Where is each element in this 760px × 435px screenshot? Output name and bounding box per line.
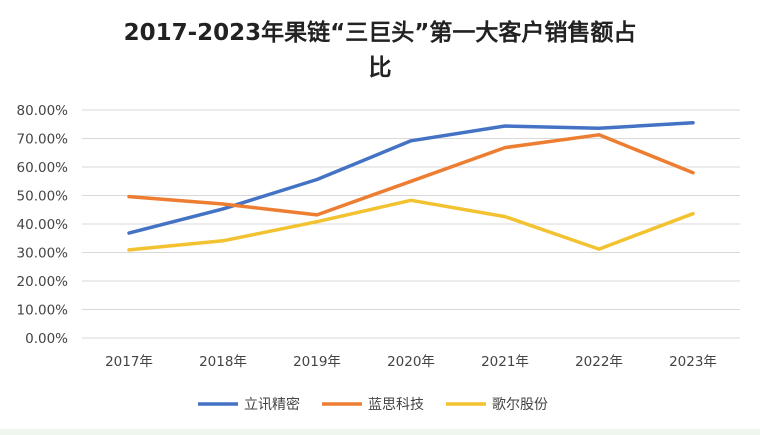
y-tick-label: 50.00%	[17, 189, 69, 205]
x-tick-label: 2022年	[575, 354, 623, 370]
chart-title-line-2: 比	[369, 55, 392, 81]
chart-title-line-1: 2017-2023年果链“三巨头”第一大客户销售额占	[124, 19, 637, 46]
y-tick-label: 60.00%	[17, 160, 69, 176]
series-line-2	[127, 198, 695, 252]
x-axis-ticks: 2017年 2018年 2019年 2020年 2021年 2022年 2023年	[105, 354, 717, 370]
legend-label: 蓝思科技	[368, 397, 424, 413]
x-tick-label: 2020年	[387, 354, 435, 370]
y-tick-label: 70.00%	[17, 132, 69, 148]
bottom-strip	[0, 429, 760, 435]
x-tick-label: 2018年	[199, 354, 247, 370]
y-tick-label: 80.00%	[17, 103, 69, 119]
gridlines	[82, 109, 740, 339]
x-tick-label: 2017年	[105, 354, 153, 370]
y-tick-label: 40.00%	[17, 217, 69, 233]
y-axis-ticks: 0.00% 10.00% 20.00% 30.00% 40.00% 50.00% 60.00…	[17, 103, 69, 347]
legend-label: 立讯精密	[244, 396, 300, 413]
y-tick-label: 0.00%	[25, 331, 68, 347]
legend: 立讯精密 蓝思科技 歌尔股份	[198, 396, 548, 413]
series-line-1	[127, 133, 695, 217]
x-tick-label: 2023年	[669, 354, 717, 370]
legend-label: 歌尔股份	[492, 397, 548, 413]
series-lines	[127, 121, 695, 252]
y-tick-label: 30.00%	[17, 246, 69, 262]
y-tick-label: 10.00%	[17, 303, 69, 319]
series-line-0	[127, 121, 695, 235]
x-tick-label: 2019年	[293, 354, 341, 370]
x-tick-label: 2021年	[481, 354, 529, 370]
y-tick-label: 20.00%	[17, 274, 69, 290]
